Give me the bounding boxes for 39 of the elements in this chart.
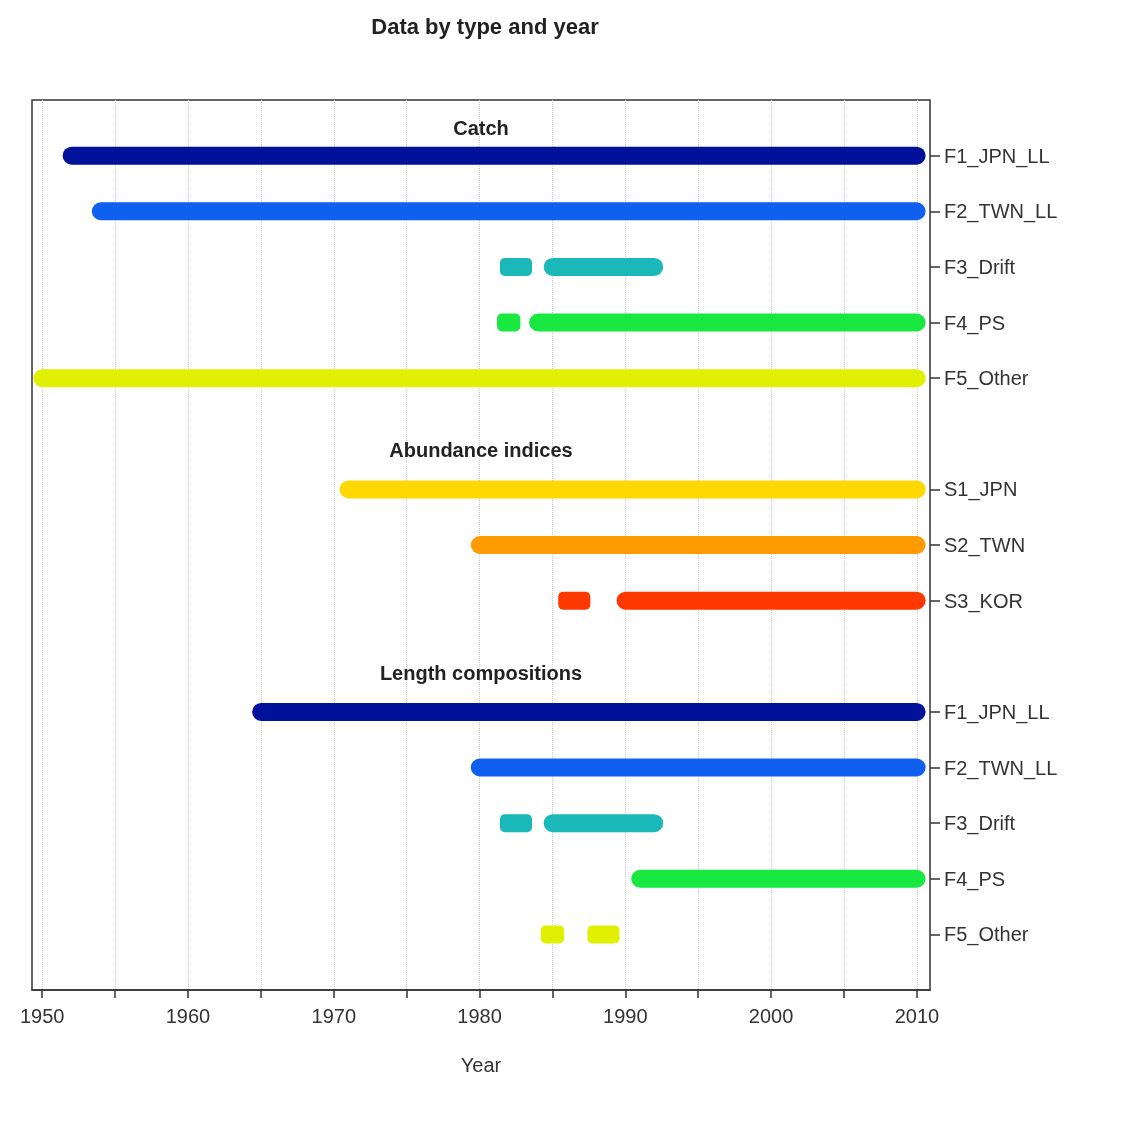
bar bbox=[252, 702, 926, 721]
y-tick-label: F2_TWN_LL bbox=[944, 756, 1058, 780]
y-tick-label: F4_PS bbox=[944, 867, 1006, 891]
x-axis-title: Year bbox=[460, 1054, 502, 1076]
bar bbox=[62, 146, 926, 165]
bar bbox=[543, 814, 664, 833]
y-tick-label: F1_JPN_LL bbox=[944, 144, 1050, 168]
bar bbox=[540, 925, 565, 944]
x-tick-label: 1960 bbox=[165, 1005, 211, 1027]
y-tick-label: F4_PS bbox=[944, 311, 1006, 335]
x-tick-label: 1970 bbox=[311, 1005, 357, 1027]
bar bbox=[470, 536, 926, 554]
bar bbox=[616, 591, 926, 610]
y-tick-label: F5_Other bbox=[944, 923, 1029, 947]
x-tick-label: 2010 bbox=[894, 1005, 940, 1027]
y-tick-label: F3_Drift bbox=[944, 255, 1016, 279]
y-tick-label: S3_KOR bbox=[944, 589, 1023, 613]
bar bbox=[91, 202, 926, 221]
bar bbox=[558, 591, 591, 610]
y-tick-label: S2_TWN bbox=[944, 534, 1026, 557]
bar bbox=[631, 869, 926, 888]
x-tick-label: 1990 bbox=[603, 1005, 648, 1027]
x-tick-label: 1950 bbox=[19, 1005, 65, 1027]
y-tick-label: F2_TWN_LL bbox=[944, 200, 1058, 224]
annotation: Length compositions bbox=[379, 661, 583, 684]
bar bbox=[339, 480, 926, 499]
x-tick-label: 2000 bbox=[748, 1005, 794, 1027]
annotation: Abundance indices bbox=[389, 439, 573, 462]
bar bbox=[497, 313, 521, 332]
y-tick-label: F1_JPN_LL bbox=[944, 700, 1050, 724]
bar bbox=[470, 758, 926, 777]
y-tick-label: S1_JPN bbox=[944, 478, 1018, 502]
chart-title: Data by type and year bbox=[371, 13, 600, 39]
bar bbox=[543, 257, 664, 276]
y-tick-label: F5_Other bbox=[944, 367, 1029, 391]
bar bbox=[33, 369, 926, 388]
annotation: Catch bbox=[453, 116, 509, 139]
x-tick-label: 1980 bbox=[457, 1005, 502, 1027]
y-tick-label: F3_Drift bbox=[944, 812, 1016, 836]
